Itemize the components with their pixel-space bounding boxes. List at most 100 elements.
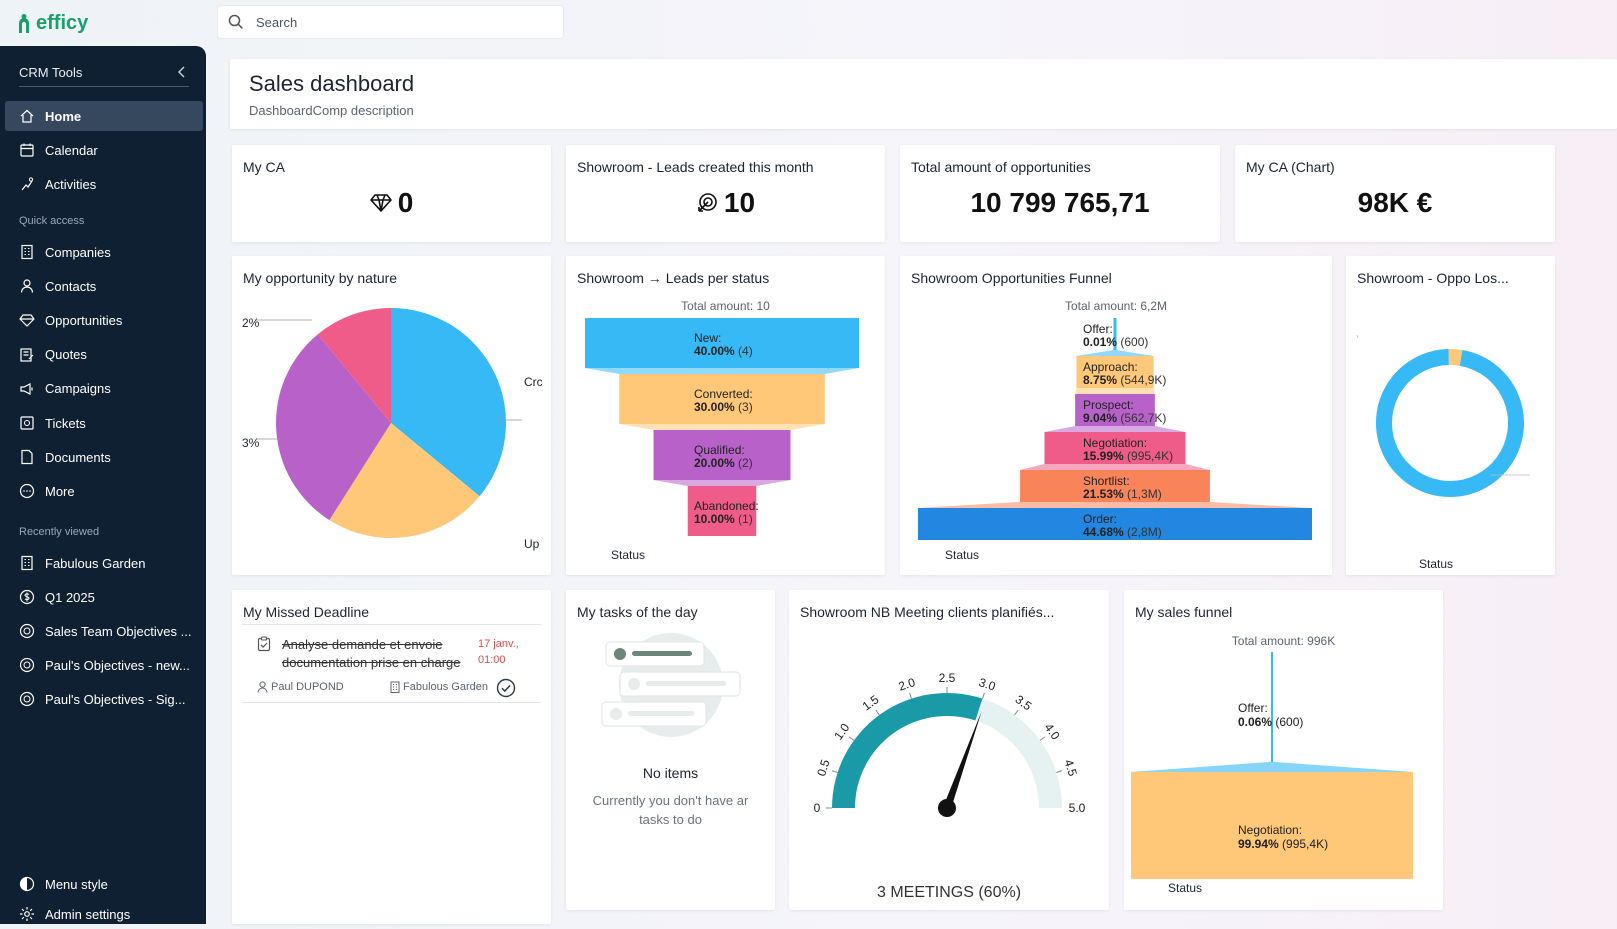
sidebar-item-tickets[interactable]: Tickets — [5, 408, 203, 438]
gauge-tick-label: 3.5 — [1013, 692, 1035, 713]
sales-funnel-chart[interactable]: Offer:0.06% (600) Negotiation:99.94% (995… — [1124, 652, 1443, 882]
sidebar-item-q1-2025[interactable]: Q1 2025 — [5, 582, 203, 612]
funnel-total: Total amount: 10 — [681, 299, 770, 313]
kpi-card-ca-chart[interactable]: My CA (Chart) 98K € — [1235, 145, 1555, 242]
funnel-bar-order — [918, 508, 1312, 540]
card-title: My opportunity by nature — [243, 270, 398, 286]
sidebar-item-home[interactable]: Home — [5, 101, 203, 131]
card-leads-per-status[interactable]: Showroom → Leads per status Total amount… — [566, 256, 885, 575]
sidebar-section-title: Quick access — [19, 215, 85, 227]
funnel-bar-qualified — [653, 430, 791, 480]
task-user[interactable]: Paul DUPOND — [257, 681, 344, 693]
funnel-value-label: 99.94% (995,4K) — [1238, 837, 1328, 851]
sidebar-item-fabulous-garden[interactable]: Fabulous Garden — [5, 548, 203, 578]
pie-chart[interactable] — [232, 294, 551, 574]
contrast-icon — [19, 876, 35, 892]
donut-chart[interactable] — [1346, 301, 1555, 551]
gauge-tick-label: 4.5 — [1061, 758, 1080, 779]
kpi-card-total-opportunities[interactable]: Total amount of opportunities 10 799 765… — [900, 145, 1220, 242]
sidebar-item-admin-settings[interactable]: Admin settings — [5, 899, 203, 929]
sidebar-item-paul-s-objectives-new[interactable]: Paul's Objectives - new... — [5, 650, 203, 680]
divider — [242, 624, 541, 625]
settings-icon — [20, 907, 34, 921]
task-subject[interactable]: Analyse demande et envoie documentation … — [282, 636, 461, 672]
funnel-category-label: Negotiation: — [1238, 823, 1302, 837]
funnel-category-label: Approach: — [1083, 360, 1138, 374]
funnel-bar-new — [585, 318, 859, 368]
sidebar-item-activities[interactable]: Activities — [5, 169, 203, 199]
gauge-chart[interactable]: 0 0.5 1.0 1.5 2.0 2.5 3.0 3.5 4.0 4.5 5.0 — [789, 640, 1109, 880]
funnel-connector — [1044, 426, 1186, 432]
axis-label: Status — [611, 548, 646, 562]
kpi-card-my-ca[interactable]: My CA 0 — [232, 145, 551, 242]
empty-tasks-illustration — [601, 633, 741, 737]
collapse-sidebar-icon[interactable] — [175, 65, 189, 79]
pie-right-label: Up — [524, 537, 540, 551]
sidebar-item-calendar[interactable]: Calendar — [5, 135, 203, 165]
card-title: Showroom NB Meeting clients planifiés... — [800, 604, 1055, 620]
card-missed-deadline[interactable]: My Missed Deadline Analyse demande et en… — [232, 590, 551, 924]
funnel-category-label: Shortlist: — [1083, 474, 1130, 488]
empty-description: Currently you don't have ar tasks to do — [566, 791, 775, 829]
sidebar-item-quotes[interactable]: Quotes — [5, 340, 203, 370]
sidebar-item-campaigns[interactable]: Campaigns — [5, 374, 203, 404]
sidebar-item-companies[interactable]: Companies — [5, 237, 203, 267]
pie-slice-3 — [276, 334, 391, 521]
funnel-value-label: 44.68% (2,8M) — [1083, 525, 1162, 539]
card-oppo-lost[interactable]: Showroom - Oppo Los... Status — [1346, 256, 1555, 575]
funnel-bar-converted — [619, 374, 825, 424]
card-opportunities-funnel[interactable]: Showroom Opportunities Funnel Total amou… — [900, 256, 1332, 575]
complete-task-icon[interactable] — [496, 678, 516, 698]
card-meetings-gauge[interactable]: Showroom NB Meeting clients planifiés...… — [789, 590, 1109, 910]
kpi-value: 0 — [397, 187, 414, 218]
gauge-needle — [943, 711, 982, 810]
funnel-bar-shortlist — [1020, 470, 1210, 502]
card-opportunity-by-nature[interactable]: My opportunity by nature 2% 3% Crc Up — [232, 256, 551, 575]
leads-funnel-chart[interactable]: New:40.00% (4) Converted:30.00% (3) Qualif… — [566, 318, 885, 558]
card-my-sales-funnel[interactable]: My sales funnel Total amount: 996K Offer… — [1124, 590, 1443, 910]
target-icon — [19, 657, 35, 673]
funnel-total: Total amount: 996K — [1231, 634, 1336, 648]
dashboard-header: Sales dashboard DashboardComp descriptio… — [230, 59, 1617, 129]
empty-title: No items — [642, 765, 699, 781]
sidebar-item-opportunities[interactable]: Opportunities — [5, 305, 203, 335]
gauge-tick-label: 3.0 — [977, 675, 998, 694]
funnel-category-label: Offer: — [1238, 701, 1268, 715]
sidebar-item-label: Calendar — [45, 142, 98, 158]
activities-icon — [21, 177, 34, 191]
user-icon — [257, 681, 268, 693]
kpi-value: 10 799 765,71 — [970, 187, 1150, 218]
efficy-logo[interactable]: efficy — [16, 10, 88, 36]
task-company[interactable]: Fabulous Garden — [390, 681, 488, 693]
pie-left-label: 3% — [242, 436, 260, 450]
megaphone-icon — [20, 382, 33, 395]
sidebar-item-sales-team-objectives[interactable]: Sales Team Objectives ... — [5, 616, 203, 646]
sidebar-item-label: Campaigns — [45, 381, 111, 397]
axis-label: Status — [945, 548, 980, 562]
kpi-card-leads[interactable]: Showroom - Leads created this month 10 — [566, 145, 885, 242]
funnel-category-label: Abandoned: — [694, 499, 759, 513]
more-icon — [19, 484, 35, 499]
sidebar-item-documents[interactable]: Documents — [5, 442, 203, 472]
axis-label: Status — [1168, 881, 1203, 895]
funnel-connector — [585, 368, 859, 374]
user-icon — [20, 279, 34, 293]
funnel-bar-negotiation — [1131, 772, 1413, 879]
sidebar-item-more[interactable]: More — [5, 476, 203, 506]
task-row[interactable]: Analyse demande et envoie documentation … — [242, 626, 541, 703]
card-tasks-of-the-day[interactable]: My tasks of the day No items Currently y… — [566, 590, 775, 910]
funnel-bar-offer — [1113, 318, 1117, 350]
sidebar-item-contacts[interactable]: Contacts — [5, 271, 203, 301]
sidebar-item-paul-s-objectives-sig[interactable]: Paul's Objectives - Sig... — [5, 684, 203, 714]
funnel-category-label: Qualified: — [694, 443, 745, 457]
sidebar-item-label: Admin settings — [45, 906, 131, 922]
search-bar[interactable] — [218, 6, 563, 38]
sidebar-item-menu-style[interactable]: Menu style — [5, 869, 203, 899]
funnel-bar-prospect — [1075, 394, 1155, 426]
gauge-tick-label: 1.5 — [860, 692, 882, 713]
funnel-bar-approach — [1076, 356, 1154, 388]
opportunities-funnel-chart[interactable]: Offer:0.01% (600) Approach:8.75% (544,9K)… — [900, 318, 1332, 558]
gauge-remaining-arc — [975, 698, 1062, 808]
search-input[interactable] — [254, 13, 548, 31]
sidebar-item-label: Home — [45, 108, 82, 124]
